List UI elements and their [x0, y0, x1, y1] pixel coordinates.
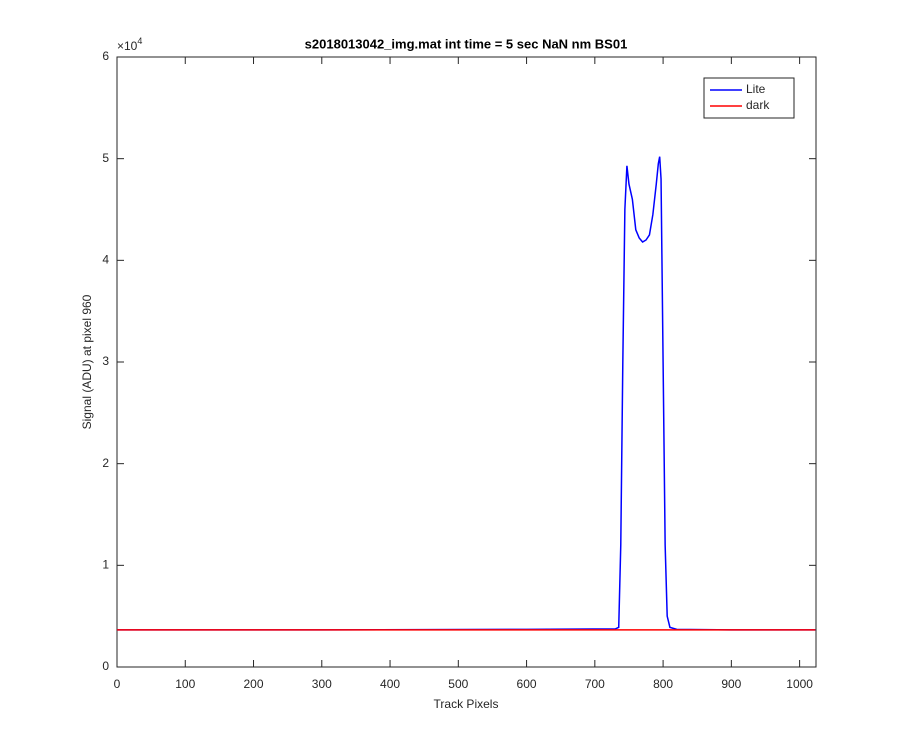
x-tick-label: 200: [244, 677, 264, 691]
legend-box: [703, 77, 795, 119]
y-multiplier-base: ×10: [117, 39, 138, 53]
y-tick-label: 4: [102, 253, 109, 267]
y-multiplier: ×104: [117, 36, 142, 53]
x-tick-label: 700: [585, 677, 605, 691]
x-tick-label: 500: [448, 677, 468, 691]
x-tick-label: 400: [380, 677, 400, 691]
y-tick-label: 1: [102, 558, 109, 572]
y-tick-label: 2: [102, 456, 109, 470]
y-axis-label: Signal (ADU) at pixel 960: [80, 294, 94, 429]
y-tick-label: 5: [102, 151, 109, 165]
x-tick-label: 300: [312, 677, 332, 691]
x-tick-label: 600: [517, 677, 537, 691]
y-multiplier-exponent: 4: [137, 36, 142, 46]
plot-box: [116, 56, 817, 668]
legend-label: dark: [746, 98, 770, 112]
chart-title: s2018013042_img.mat int time = 5 sec NaN…: [305, 36, 628, 51]
x-tick-label: 1000: [786, 677, 813, 691]
x-tick-label: 800: [653, 677, 673, 691]
y-tick-label: 0: [102, 659, 109, 673]
x-tick-label: 0: [114, 677, 121, 691]
y-tick-label: 6: [102, 49, 109, 63]
y-tick-label: 3: [102, 354, 109, 368]
x-tick-label: 100: [175, 677, 195, 691]
legend-label: Lite: [746, 82, 766, 96]
x-tick-label: 900: [721, 677, 741, 691]
series-line: [117, 156, 816, 631]
x-axis-label: Track Pixels: [434, 697, 499, 711]
